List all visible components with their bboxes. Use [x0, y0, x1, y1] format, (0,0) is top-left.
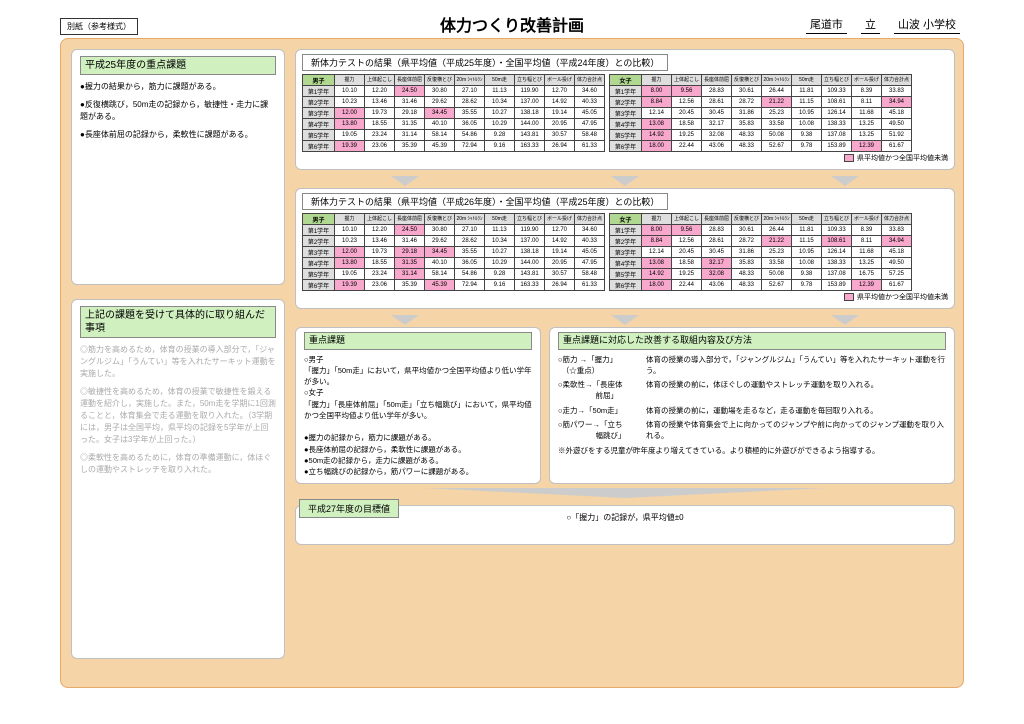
issue-item: ●握力の結果から，筋力に課題がある。	[80, 81, 276, 93]
down-arrow-icon	[611, 315, 639, 325]
kaizen-row: ○柔軟性→「長座体 前屈」体育の授業の前に，体ほぐしの運動やストレッチ運動を取り…	[558, 379, 946, 402]
juten-line: ●50m走の記録から，走力に課題がある。	[304, 455, 532, 466]
issues-panel: 平成25年度の重点課題 ●握力の結果から，筋力に課題がある。 ●反復横跳び，50m…	[71, 49, 285, 285]
table1-legend: 県平均値かつ全国平均値未満	[302, 153, 948, 163]
juten-panel: 重点課題 ○男子「握力」「50m走」において，県平均値かつ全国平均値より低い学年…	[295, 327, 541, 484]
kaizen-text: 体育の授業の導入部分で，「ジャングルジム」「うんてい」等を入れたサーキット運動を…	[646, 354, 946, 377]
table2-legend: 県平均値かつ全国平均値未満	[302, 292, 948, 302]
kaizen-label: ○筋力 →「握力」 （☆重点）	[558, 354, 646, 377]
kaizen-panel: 重点課題に対応した改善する取組内容及び方法 ○筋力 →「握力」 （☆重点）体育の…	[549, 327, 955, 484]
fitness-table: 女子握力上体起こし長座体前屈反復横とび20m ｼｬﾄﾙﾗﾝ50m走立ち幅とびボー…	[609, 213, 912, 291]
issue-item: ●反復横跳び，50m走の記録から，敏捷性・走力に課題がある。	[80, 99, 276, 123]
kaizen-label: ○走力→「50m走」	[558, 405, 646, 416]
lower-row: 重点課題 ○男子「握力」「50m走」において，県平均値かつ全国平均値より低い学年…	[295, 327, 955, 484]
kaizen-row: ○筋パワー→「立ち 幅跳び」体育の授業や体育集会で上に向かってのジャンプや前に向…	[558, 419, 946, 442]
table1-caption: 新体力テストの結果（県平均値（平成25年度）・全国平均値（平成24年度）との比較…	[302, 54, 668, 71]
kaizen-text: 体育の授業の前に，体ほぐしの運動やストレッチ運動を取り入れる。	[646, 379, 946, 402]
down-arrow-icon	[611, 176, 639, 186]
kaizen-title: 重点課題に対応した改善する取組内容及び方法	[558, 332, 946, 350]
juten-line: 「握力」「長座体前屈」「50m走」「立ち幅跳び」において，県平均値かつ全国平均値…	[304, 399, 532, 422]
issues-title: 平成25年度の重点課題	[80, 56, 276, 75]
kaizen-note: ※外遊びをする児童が昨年度より増えてきている。より積極的に外遊びができるよう指導…	[558, 445, 946, 456]
legend-text: 県平均値かつ全国平均値未満	[857, 292, 948, 302]
arrows-1	[295, 176, 955, 186]
kaizen-row: ○走力→「50m走」体育の授業の前に，運動場を走るなど，走る運動を毎回取り入れる…	[558, 405, 946, 416]
juten-title: 重点課題	[304, 332, 532, 350]
juten-line	[304, 421, 532, 432]
tackle-title: 上記の課題を受けて具体的に取り組んだ事項	[80, 306, 276, 338]
juten-line: ●握力の記録から，筋力に課題がある。	[304, 432, 532, 443]
kaizen-label: ○柔軟性→「長座体 前屈」	[558, 379, 646, 402]
school: 山波 小学校	[894, 16, 960, 34]
table1-wrap: 新体力テストの結果（県平均値（平成25年度）・全国平均値（平成24年度）との比較…	[295, 49, 955, 170]
tackle-item: ◎筋力を高めるため，体育の授業の導入部分で，「ジャングルジム」「うんてい」等を入…	[80, 344, 276, 380]
legend-text: 県平均値かつ全国平均値未満	[857, 153, 948, 163]
right-column: 新体力テストの結果（県平均値（平成25年度）・全国平均値（平成24年度）との比較…	[295, 49, 955, 564]
tackle-item: ◎敏捷性を高めるため，体育の授業で敏捷性を鍛える運動を紹介し，実施した。また，5…	[80, 386, 276, 446]
fitness-table: 女子握力上体起こし長座体前屈反復横とび20m ｼｬﾄﾙﾗﾝ50m走立ち幅とびボー…	[609, 74, 912, 152]
down-arrow-icon	[391, 176, 419, 186]
arrows-2	[295, 315, 955, 325]
juten-line: ●長座体前屈の記録から，柔軟性に課題がある。	[304, 444, 532, 455]
city: 尾道市	[806, 16, 847, 34]
issue-item: ●長座体前屈の記録から，柔軟性に課題がある。	[80, 129, 276, 141]
juten-line: 「握力」「50m走」において，県平均値かつ全国平均値より低い学年が多い。	[304, 365, 532, 388]
tackle-item: ◎柔軟性を高めるために，体育の準備運動に，体ほぐしの運動やストレッチを取り入れた…	[80, 452, 276, 476]
down-arrow-icon	[391, 315, 419, 325]
legend-swatch	[844, 293, 854, 301]
down-arrow-icon	[831, 176, 859, 186]
big-down-arrow-icon	[425, 488, 825, 498]
down-arrow-icon	[831, 315, 859, 325]
left-column: 平成25年度の重点課題 ●握力の結果から，筋力に課題がある。 ●反復横跳び，50m…	[71, 49, 285, 673]
table2-wrap: 新体力テストの結果（県平均値（平成26年度）・全国平均値（平成25年度）との比較…	[295, 188, 955, 309]
kaizen-label: ○筋パワー→「立ち 幅跳び」	[558, 419, 646, 442]
juten-line: ●立ち幅跳びの記録から，筋パワーに課題がある。	[304, 466, 532, 477]
kaizen-text: 体育の授業の前に，運動場を走るなど，走る運動を毎回取り入れる。	[646, 405, 946, 416]
juten-line: ○女子	[304, 387, 532, 398]
kaizen-row: ○筋力 →「握力」 （☆重点）体育の授業の導入部分で，「ジャングルジム」「うんて…	[558, 354, 946, 377]
tackle-panel: 上記の課題を受けて具体的に取り組んだ事項 ◎筋力を高めるため，体育の授業の導入部…	[71, 299, 285, 659]
table2-caption: 新体力テストの結果（県平均値（平成26年度）・全国平均値（平成25年度）との比較…	[302, 193, 668, 210]
kaizen-text: 体育の授業や体育集会で上に向かってのジャンプや前に向かってのジャンプ運動を取り入…	[646, 419, 946, 442]
goal-title: 平成27年度の目標値	[299, 499, 399, 518]
juten-line: ○男子	[304, 354, 532, 365]
fitness-table: 男子握力上体起こし長座体前屈反復横とび20m ｼｬﾄﾙﾗﾝ50m走立ち幅とびボー…	[302, 74, 605, 152]
header-right: 尾道市 立 山波 小学校	[806, 16, 960, 34]
fitness-table: 男子握力上体起こし長座体前屈反復横とび20m ｼｬﾄﾙﾗﾝ50m走立ち幅とびボー…	[302, 213, 605, 291]
page-frame: 平成25年度の重点課題 ●握力の結果から，筋力に課題がある。 ●反復横跳び，50m…	[60, 38, 964, 688]
legend-swatch	[844, 154, 854, 162]
goal-box: ○「握力」の記録が，県平均値±0 平成27年度の目標値	[295, 505, 955, 564]
ku: 立	[861, 16, 880, 34]
